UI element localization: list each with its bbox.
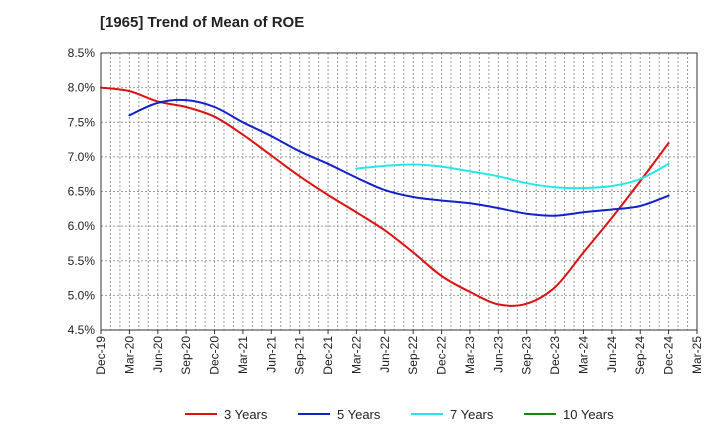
x-tick-label: Dec-19 xyxy=(94,336,108,375)
x-tick-label: Mar-25 xyxy=(690,336,704,374)
x-axis: Dec-19 Mar-20 Jun-20 Sep-20 Dec-20 Mar-21 Jun-… xyxy=(94,330,704,375)
series-layer xyxy=(100,86,670,307)
y-tick-label: 6.5% xyxy=(68,185,96,199)
legend-label-5-years: 5 Years xyxy=(337,407,381,422)
y-tick-label: 5.5% xyxy=(68,254,96,268)
legend-label-7-years: 7 Years xyxy=(450,407,494,422)
y-tick-label: 7.0% xyxy=(68,150,96,164)
x-tick-label: Sep-24 xyxy=(633,336,647,375)
x-tick-label: Dec-21 xyxy=(321,336,335,375)
x-tick-label: Jun-21 xyxy=(264,336,278,373)
x-tick-label: Mar-22 xyxy=(349,336,363,374)
y-tick-label: 4.5% xyxy=(68,323,96,337)
x-tick-label: Sep-20 xyxy=(179,336,193,375)
x-tick-label: Mar-23 xyxy=(463,336,477,374)
y-axis: 4.5% 5.0% 5.5% 6.0% 6.5% 7.0% 7.5% 8.0% 8.5% xyxy=(68,46,96,337)
series-line-5-years xyxy=(128,98,670,217)
chart-title: [1965] Trend of Mean of ROE xyxy=(100,14,305,31)
x-tick-label: Dec-22 xyxy=(435,336,449,375)
x-tick-label: Mar-20 xyxy=(122,336,136,374)
y-tick-label: 6.0% xyxy=(68,219,96,233)
x-tick-label: Jun-23 xyxy=(491,336,505,373)
x-tick-label: Sep-22 xyxy=(406,336,420,375)
x-tick-label: Jun-24 xyxy=(605,336,619,373)
y-tick-label: 8.5% xyxy=(68,46,96,60)
y-tick-label: 8.0% xyxy=(68,81,96,95)
x-tick-label: Dec-20 xyxy=(208,336,222,375)
legend-label-10-years: 10 Years xyxy=(563,407,614,422)
x-tick-label: Sep-23 xyxy=(520,336,534,375)
x-tick-label: Mar-21 xyxy=(236,336,250,374)
legend: 3 Years 5 Years 7 Years 10 Years xyxy=(185,407,614,422)
x-tick-label: Jun-20 xyxy=(151,336,165,373)
legend-label-3-years: 3 Years xyxy=(224,407,268,422)
y-tick-label: 5.0% xyxy=(68,288,96,302)
series-line-3-years xyxy=(100,86,670,307)
x-tick-label: Dec-23 xyxy=(548,336,562,375)
x-tick-label: Dec-24 xyxy=(662,336,676,375)
plot-area-border xyxy=(100,52,698,331)
y-tick-label: 7.5% xyxy=(68,115,96,129)
x-tick-label: Jun-22 xyxy=(378,336,392,373)
x-tick-label: Sep-21 xyxy=(293,336,307,375)
x-tick-label: Mar-24 xyxy=(576,336,590,374)
series-line-7-years xyxy=(355,162,670,190)
